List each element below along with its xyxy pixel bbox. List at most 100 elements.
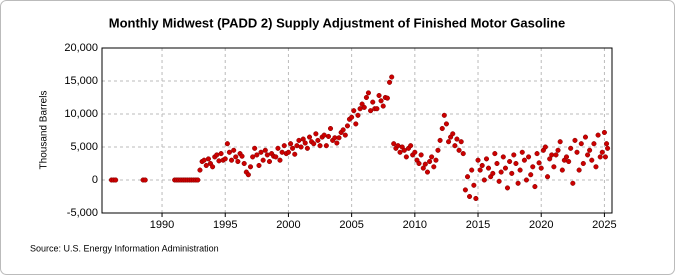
point (323, 143, 329, 149)
point (203, 162, 209, 169)
point (471, 182, 477, 188)
point (519, 149, 525, 155)
point (601, 129, 607, 136)
point (262, 147, 268, 153)
x-tick-label: 2025 (592, 219, 616, 231)
point (585, 152, 591, 158)
point (222, 156, 228, 162)
point (368, 108, 374, 114)
point (551, 164, 557, 170)
point (349, 114, 355, 120)
point (195, 177, 201, 183)
point (290, 145, 296, 151)
point (595, 132, 601, 138)
point (582, 134, 589, 140)
point (313, 131, 319, 137)
point (201, 157, 207, 163)
point (446, 139, 452, 145)
point (515, 180, 521, 186)
point (401, 147, 407, 153)
source: Source: U.S. Energy Information Administ… (30, 243, 219, 253)
point (431, 164, 437, 170)
point (492, 151, 498, 157)
point (353, 121, 359, 127)
point (376, 92, 382, 99)
y-tick-label: 10,000 (64, 108, 98, 120)
point (298, 144, 304, 150)
point (437, 137, 443, 143)
point (321, 132, 327, 138)
point (258, 149, 264, 155)
point (311, 141, 317, 147)
point (574, 149, 580, 155)
point (427, 158, 433, 165)
point (336, 135, 342, 141)
point (604, 141, 610, 147)
point (256, 162, 262, 169)
point (473, 195, 479, 202)
point (542, 144, 548, 150)
point (433, 157, 439, 163)
point (233, 154, 239, 160)
point (205, 156, 211, 162)
point (277, 157, 283, 163)
point (429, 154, 435, 160)
y-tick-label: 5,000 (70, 141, 98, 153)
point (534, 151, 540, 157)
point (454, 136, 460, 142)
point (450, 131, 456, 137)
point (351, 108, 357, 114)
y-tick-label: 0 (92, 174, 98, 186)
point (365, 90, 371, 96)
point (570, 180, 576, 186)
point (247, 164, 254, 170)
point (462, 187, 468, 193)
point (530, 164, 536, 170)
point (538, 165, 544, 171)
point (435, 147, 441, 153)
point (416, 160, 422, 167)
point (496, 178, 502, 184)
point (467, 193, 473, 200)
point (224, 141, 230, 147)
y-tick-label: -5,000 (67, 207, 98, 219)
point (580, 160, 586, 167)
point (544, 174, 551, 180)
point (500, 154, 506, 160)
point (553, 152, 559, 158)
point (424, 169, 431, 175)
point (559, 167, 565, 173)
point (294, 143, 300, 149)
plot-border (101, 47, 613, 214)
point (273, 154, 279, 160)
point (384, 95, 390, 101)
point (420, 165, 426, 171)
point (502, 165, 508, 171)
point (563, 154, 570, 160)
point (386, 79, 393, 85)
point (374, 106, 380, 112)
point (498, 169, 504, 175)
point (526, 154, 532, 160)
x-tick-label: 2010 (403, 219, 427, 231)
point (572, 137, 578, 143)
point (279, 149, 285, 155)
y-tick-label: 15,000 (64, 75, 98, 87)
point (528, 172, 534, 178)
point (252, 145, 258, 151)
point (452, 143, 458, 149)
point (340, 127, 346, 133)
x-tick-label: 2000 (276, 219, 300, 231)
point (241, 160, 247, 167)
point (342, 132, 348, 138)
point (254, 152, 260, 158)
point (456, 147, 462, 153)
point (216, 158, 222, 164)
point (231, 147, 237, 153)
point (229, 157, 235, 163)
point (292, 151, 298, 157)
point (587, 147, 593, 153)
point (513, 160, 519, 167)
y-axis-label: Thousand Barrels (39, 91, 50, 170)
point (549, 152, 555, 158)
